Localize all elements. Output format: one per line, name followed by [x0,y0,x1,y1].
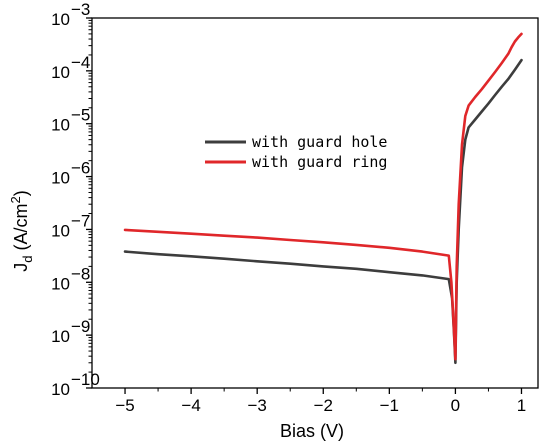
y-axis-label-superscript: 2 [8,196,23,203]
x-tick-label: −3 [247,396,266,415]
series-line-guard-hole [123,58,523,365]
axis-ticks [86,17,523,394]
y-tick-label: 10 [51,221,70,240]
y-tick-label-exponent: −6 [71,159,90,178]
y-tick-label-exponent: −9 [71,317,90,336]
x-tick-label: −4 [181,396,200,415]
x-tick-label: −5 [115,396,134,415]
y-tick-label-exponent: −8 [71,264,90,283]
y-tick-label-exponent: −10 [71,370,100,389]
y-tick-label: 10 [51,274,70,293]
y-axis-label-main: J [11,263,31,272]
x-tick-label: −1 [380,396,399,415]
y-tick-label: 10 [51,380,70,399]
y-tick-label-exponent: −5 [71,106,90,125]
plot-frame [91,17,539,389]
y-tick-label: 10 [51,63,70,82]
y-tick-label: 10 [51,327,70,346]
legend-label-guard-hole: with guard hole [252,133,387,151]
y-axis-label: Jd (A/cm2) [8,190,35,271]
x-tick-label: 0 [451,396,460,415]
plot-area-border [91,17,539,389]
y-tick-label-exponent: −4 [71,53,90,72]
series-line-guard-ring [123,32,523,361]
x-tick-label: 1 [517,396,526,415]
x-tick-label: −2 [314,396,333,415]
y-axis-label-subscript: d [20,256,35,263]
legend-label-guard-ring: with guard ring [252,153,387,171]
legend: with guard hole with guard ring [205,133,387,171]
y-axis-label-unit-close: ) [11,190,31,196]
y-tick-label: 10 [51,169,70,188]
y-tick-label-exponent: −7 [71,211,90,230]
y-tick-label: 10 [51,10,70,29]
y-axis-label-unit: (A/cm [11,204,31,256]
y-tick-label-exponent: −3 [71,0,90,19]
x-axis-label: Bias (V) [280,421,344,441]
series-lines [123,32,523,365]
tick-labels: −5 −4 −3 −2 −1 0 110−1010−910−810−710−610−510−… [51,0,526,415]
y-tick-label: 10 [51,116,70,135]
